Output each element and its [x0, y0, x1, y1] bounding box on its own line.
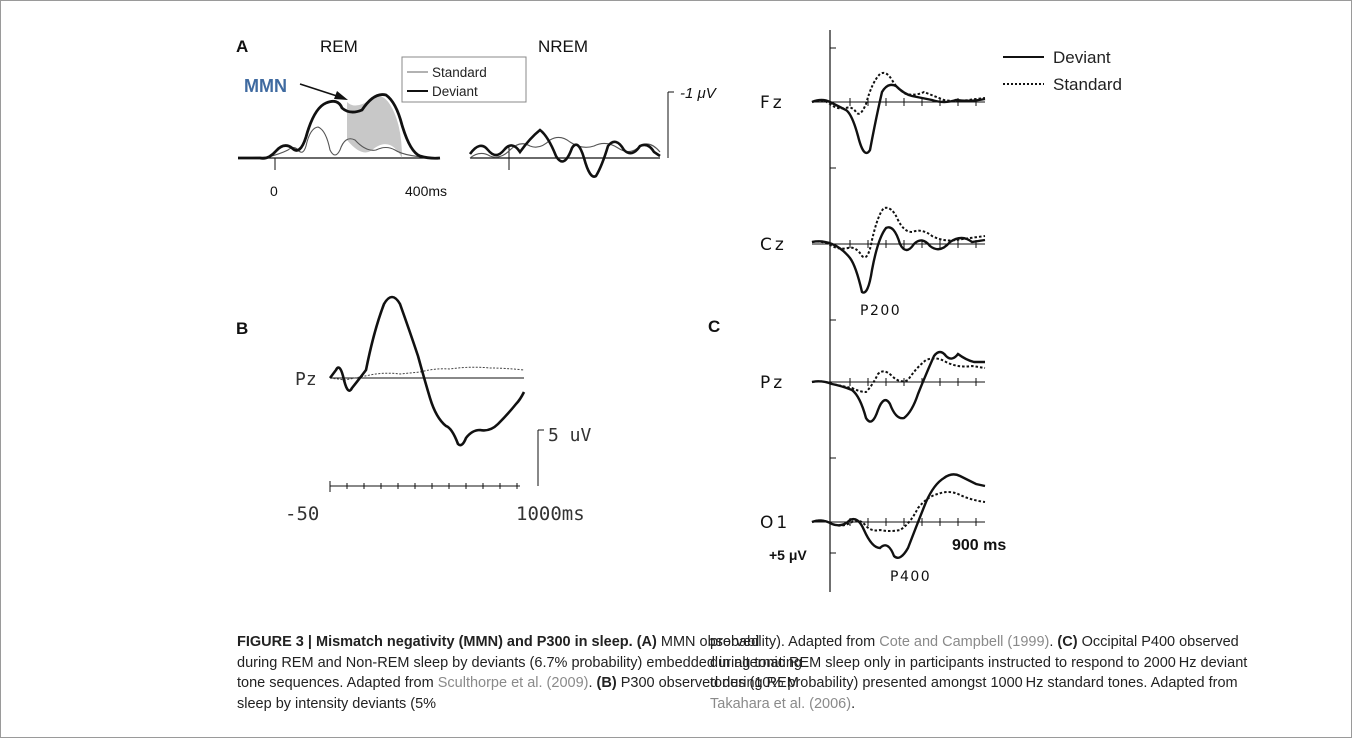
legend-c-deviant-label: Deviant — [1053, 48, 1111, 67]
reference-link-sculthorpe[interactable]: Sculthorpe et al. (2009) — [437, 675, 589, 691]
pz-ticks — [849, 378, 977, 386]
legend-standard-label: Standard — [432, 65, 487, 80]
o1-deviant-trace — [811, 473, 986, 559]
rem-deviant-trace — [238, 93, 441, 160]
caption-a-text: MMN observed during REM and Non-REM slee… — [237, 634, 802, 691]
panel-b-tick-start: -50 — [285, 503, 319, 525]
o1-ticks — [849, 518, 977, 526]
panel-b-scale-label: 5 uV — [548, 425, 592, 446]
reference-link-takahara[interactable]: Takahara et al. (2006) — [710, 695, 852, 712]
panel-c-time-label: 900 ms — [952, 537, 1006, 554]
mmn-arrowhead — [334, 91, 348, 100]
caption-a-tag: (A) — [636, 634, 657, 650]
panel-a-legend-box — [401, 56, 527, 103]
caption-column-left: FIGURE 3 | Mismatch negativity (MMN) and… — [237, 634, 802, 712]
panel-b-standard-trace — [329, 366, 525, 381]
reference-link-cote[interactable]: Cote and Campbell (1999) — [879, 634, 1050, 650]
channel-fz-label: Fz — [760, 93, 785, 113]
panel-c-axis-ticks — [830, 47, 836, 554]
panel-b-tick-end: 1000ms — [516, 503, 585, 525]
panel-b: B Pz 5 uV -50 1000ms — [236, 295, 592, 525]
legend-deviant-label: Deviant — [432, 84, 478, 99]
legend-c-standard-label: Standard — [1053, 75, 1122, 94]
cz-deviant-trace — [811, 226, 986, 294]
cz-standard-trace — [811, 206, 986, 259]
panel-a-scale-label: -1 μV — [680, 85, 718, 102]
channel-pz-label: Pz — [760, 373, 785, 393]
panel-b-label: B — [236, 319, 248, 338]
panel-c-label: C — [708, 317, 720, 336]
caption-b-continued: probability). Adapted from — [710, 634, 880, 650]
caption-b-tag: (B) — [596, 675, 617, 691]
figure-3: A REM NREM MMN Standard Deviant 0 400ms … — [236, 30, 1122, 592]
panel-b-channel-label: Pz — [295, 369, 317, 390]
caption-c-text: Occipital P400 observed during tonic REM… — [710, 634, 1248, 691]
rem-tick-400: 400ms — [405, 183, 447, 199]
fz-deviant-trace — [811, 83, 986, 155]
mmn-label: MMN — [244, 76, 287, 96]
rem-title: REM — [320, 37, 358, 56]
fz-ticks — [849, 98, 977, 106]
panel-b-time-ticks — [329, 481, 518, 492]
mmn-arrow — [299, 83, 341, 98]
panel-a: A REM NREM MMN Standard Deviant 0 400ms … — [236, 37, 718, 199]
channel-o1-label: O1 — [760, 513, 790, 533]
rem-standard-trace — [237, 126, 441, 159]
panel-c-amp-label: +5 μV — [769, 547, 807, 563]
channel-cz-label: Cz — [760, 235, 787, 255]
pz-standard-trace — [811, 357, 986, 394]
fz-standard-trace — [811, 71, 986, 115]
p200-label: P200 — [860, 303, 901, 319]
panel-c: C Deviant Standard Fz Cz P200 — [708, 30, 1122, 592]
caption-b-text: P300 observed during REM sleep by intens… — [237, 675, 799, 712]
figure-caption-title: FIGURE 3 | Mismatch negativity (MMN) and… — [237, 634, 633, 650]
panel-b-deviant-trace — [328, 295, 526, 447]
o1-standard-trace — [811, 491, 986, 532]
p400-label: P400 — [890, 569, 931, 585]
rem-tick-0: 0 — [270, 183, 278, 199]
nrem-deviant-trace — [468, 128, 661, 178]
caption-column-right: probability). Adapted from Cote and Camp… — [710, 634, 1248, 712]
cz-ticks — [849, 240, 977, 248]
caption-c-tag: (C) — [1057, 634, 1078, 650]
nrem-title: NREM — [538, 37, 588, 56]
pz-deviant-trace — [811, 350, 985, 423]
panel-a-label: A — [236, 37, 248, 56]
nrem-standard-trace — [469, 136, 661, 159]
